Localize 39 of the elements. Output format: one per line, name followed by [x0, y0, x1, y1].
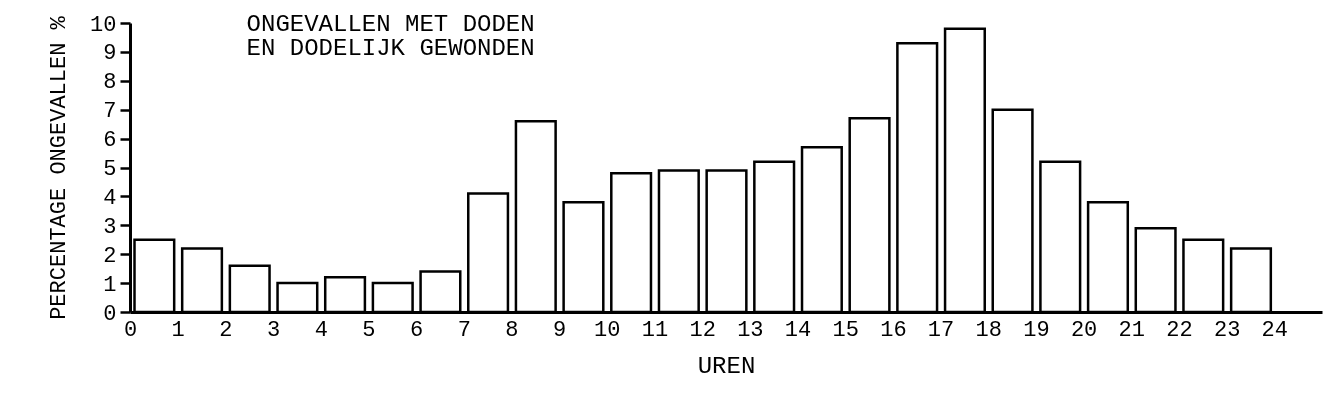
x-axis-title: UREN	[697, 352, 756, 380]
x-tick-label: 5	[362, 317, 376, 343]
x-tick-label: 21	[1118, 317, 1145, 343]
x-tick-label: 20	[1070, 317, 1098, 343]
x-tick-label: 7	[457, 317, 471, 343]
x-tick-label: 0	[123, 317, 138, 343]
y-tick-label: 6	[103, 128, 117, 154]
y-axis-title: PERCENTAGE ONGEVALLEN %	[47, 15, 73, 320]
x-tick-label: 13	[737, 317, 764, 343]
x-tick-label: 4	[314, 317, 328, 343]
y-tick-label: 10	[90, 12, 117, 38]
x-tick-label: 24	[1261, 317, 1289, 343]
y-tick-label: 8	[103, 70, 117, 96]
y-tick-label: 2	[103, 243, 117, 269]
x-tick-label: 23	[1213, 317, 1241, 343]
x-tick-label: 8	[505, 317, 519, 343]
x-tick-label: 2	[219, 317, 233, 343]
x-tick-label: 12	[689, 317, 716, 343]
x-tick-label: 9	[553, 317, 567, 343]
x-tick-label: 18	[975, 317, 1002, 343]
x-tick-label: 14	[784, 317, 812, 343]
x-tick-label: 19	[1023, 317, 1050, 343]
y-tick-label: 5	[103, 157, 117, 182]
chart-title: ONGEVALLEN MET DODEN EN DODELIJK GEWONDEN	[246, 11, 535, 62]
y-tick-label: 0	[103, 301, 117, 327]
x-tick-label: 22	[1166, 317, 1193, 343]
y-tick-label: 1	[103, 272, 117, 298]
y-tick-label: 7	[103, 99, 117, 125]
x-tick-label: 15	[832, 317, 859, 343]
x-tick-label: 10	[594, 317, 621, 343]
x-tick-label: 11	[641, 317, 669, 343]
x-tick-label: 3	[266, 317, 281, 343]
y-tick-label: 9	[103, 41, 117, 67]
x-tick-label: 1	[171, 317, 185, 343]
x-tick-label: 16	[880, 317, 907, 343]
x-tick-label: 6	[409, 317, 424, 343]
x-tick-label: 17	[927, 317, 955, 343]
y-tick-label: 4	[103, 185, 117, 211]
y-tick-label: 3	[103, 214, 117, 240]
